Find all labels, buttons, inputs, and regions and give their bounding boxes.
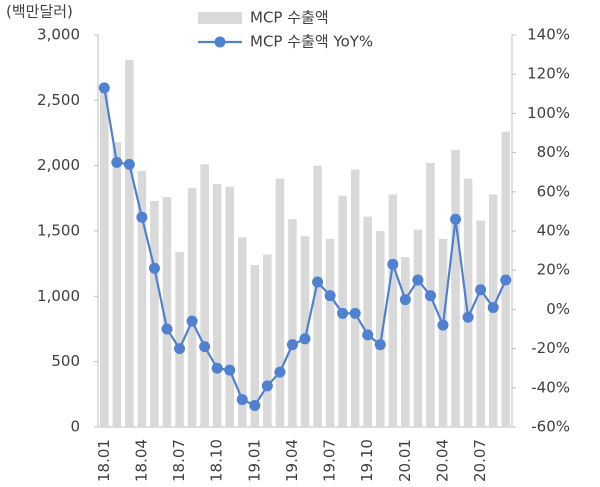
y2-tick-label: 80%	[537, 143, 570, 161]
bar	[438, 238, 448, 427]
bar	[225, 186, 234, 427]
yoy-point	[261, 380, 273, 392]
y-tick-label: 0	[70, 418, 80, 436]
x-tick-label: 19.07	[321, 439, 339, 482]
y2-tick-label: 40%	[537, 222, 570, 240]
bar	[288, 219, 297, 427]
y2-tick-label: 20%	[537, 261, 570, 279]
yoy-point	[349, 307, 361, 319]
x-tick-label: 18.01	[95, 439, 113, 482]
bar	[363, 216, 372, 427]
yoy-point	[211, 362, 223, 374]
x-tick-label: 20.07	[471, 439, 489, 482]
bar	[137, 170, 147, 428]
yoy-point	[362, 329, 374, 341]
yoy-point	[98, 82, 110, 94]
y-tick-label: 3,000	[37, 26, 80, 44]
yoy-point	[487, 301, 499, 313]
bar	[325, 238, 335, 427]
yoy-point	[174, 343, 186, 355]
y2-tick-label: 0%	[546, 300, 570, 318]
y-tick-label: 2,000	[37, 156, 80, 174]
x-tick-label: 18.10	[208, 439, 226, 482]
legend-swatch	[198, 12, 242, 24]
yoy-point	[274, 366, 286, 378]
yoy-point	[224, 364, 236, 376]
x-tick-label: 19.01	[245, 439, 263, 482]
bar	[200, 164, 209, 428]
bar	[350, 169, 360, 427]
yoy-point	[136, 211, 148, 223]
yoy-point	[374, 339, 386, 351]
yoy-point	[286, 339, 298, 351]
bar	[300, 236, 310, 427]
yoy-point	[324, 290, 336, 302]
yoy-point	[399, 294, 411, 306]
yoy-point	[111, 156, 123, 168]
y-unit-label: (백만달러)	[6, 3, 73, 21]
y2-tick-label: -20%	[531, 339, 570, 357]
bar	[150, 200, 159, 427]
yoy-point	[236, 394, 248, 406]
y2-tick-label: 140%	[527, 26, 570, 44]
y-tick-label: 1,000	[37, 287, 80, 305]
y2-tick-label: -60%	[531, 418, 570, 436]
bar	[112, 142, 122, 427]
y-tick-label: 500	[51, 352, 80, 370]
bar	[463, 178, 473, 427]
yoy-point	[462, 311, 474, 323]
x-tick-label: 19.04	[283, 439, 301, 482]
yoy-point	[500, 274, 512, 286]
legend-marker	[214, 36, 226, 48]
bar	[401, 257, 410, 427]
yoy-point	[186, 315, 198, 327]
yoy-point	[424, 290, 436, 302]
y-tick-label: 1,500	[37, 222, 80, 240]
x-tick-label: 18.07	[170, 439, 188, 482]
bar	[175, 251, 184, 427]
legend-label: MCP 수출액	[250, 9, 329, 27]
bar	[162, 197, 172, 427]
bar	[376, 231, 385, 427]
yoy-point	[123, 158, 135, 170]
bar	[388, 194, 398, 427]
bar	[238, 237, 247, 427]
bar	[100, 88, 109, 427]
yoy-point	[387, 258, 399, 270]
legend-label: MCP 수출액 YoY%	[250, 33, 373, 51]
y2-tick-label: 60%	[537, 182, 570, 200]
bar	[187, 187, 197, 427]
bar	[250, 264, 260, 427]
bar	[413, 229, 423, 427]
y-tick-label: 2,500	[37, 91, 80, 109]
yoy-point	[199, 341, 211, 353]
bar	[313, 165, 322, 427]
yoy-point	[412, 274, 424, 286]
x-tick-label: 20.01	[396, 439, 414, 482]
y2-tick-label: 120%	[527, 65, 570, 83]
yoy-point	[475, 284, 487, 296]
bar	[476, 220, 485, 427]
yoy-point	[437, 319, 449, 331]
yoy-point	[450, 213, 462, 225]
bar	[212, 183, 222, 427]
x-tick-label: 20.04	[434, 439, 452, 482]
yoy-point	[299, 333, 311, 345]
x-tick-label: 18.04	[132, 439, 150, 482]
yoy-point	[161, 323, 173, 335]
bar	[125, 59, 134, 428]
bar	[263, 254, 272, 427]
yoy-point	[312, 276, 324, 288]
y2-tick-label: -40%	[531, 378, 570, 396]
yoy-point	[148, 262, 160, 274]
y2-tick-label: 100%	[527, 104, 570, 122]
bar	[451, 149, 460, 427]
x-tick-label: 19.10	[358, 439, 376, 482]
yoy-point	[249, 399, 261, 411]
bar	[275, 178, 285, 427]
yoy-point	[337, 307, 349, 319]
